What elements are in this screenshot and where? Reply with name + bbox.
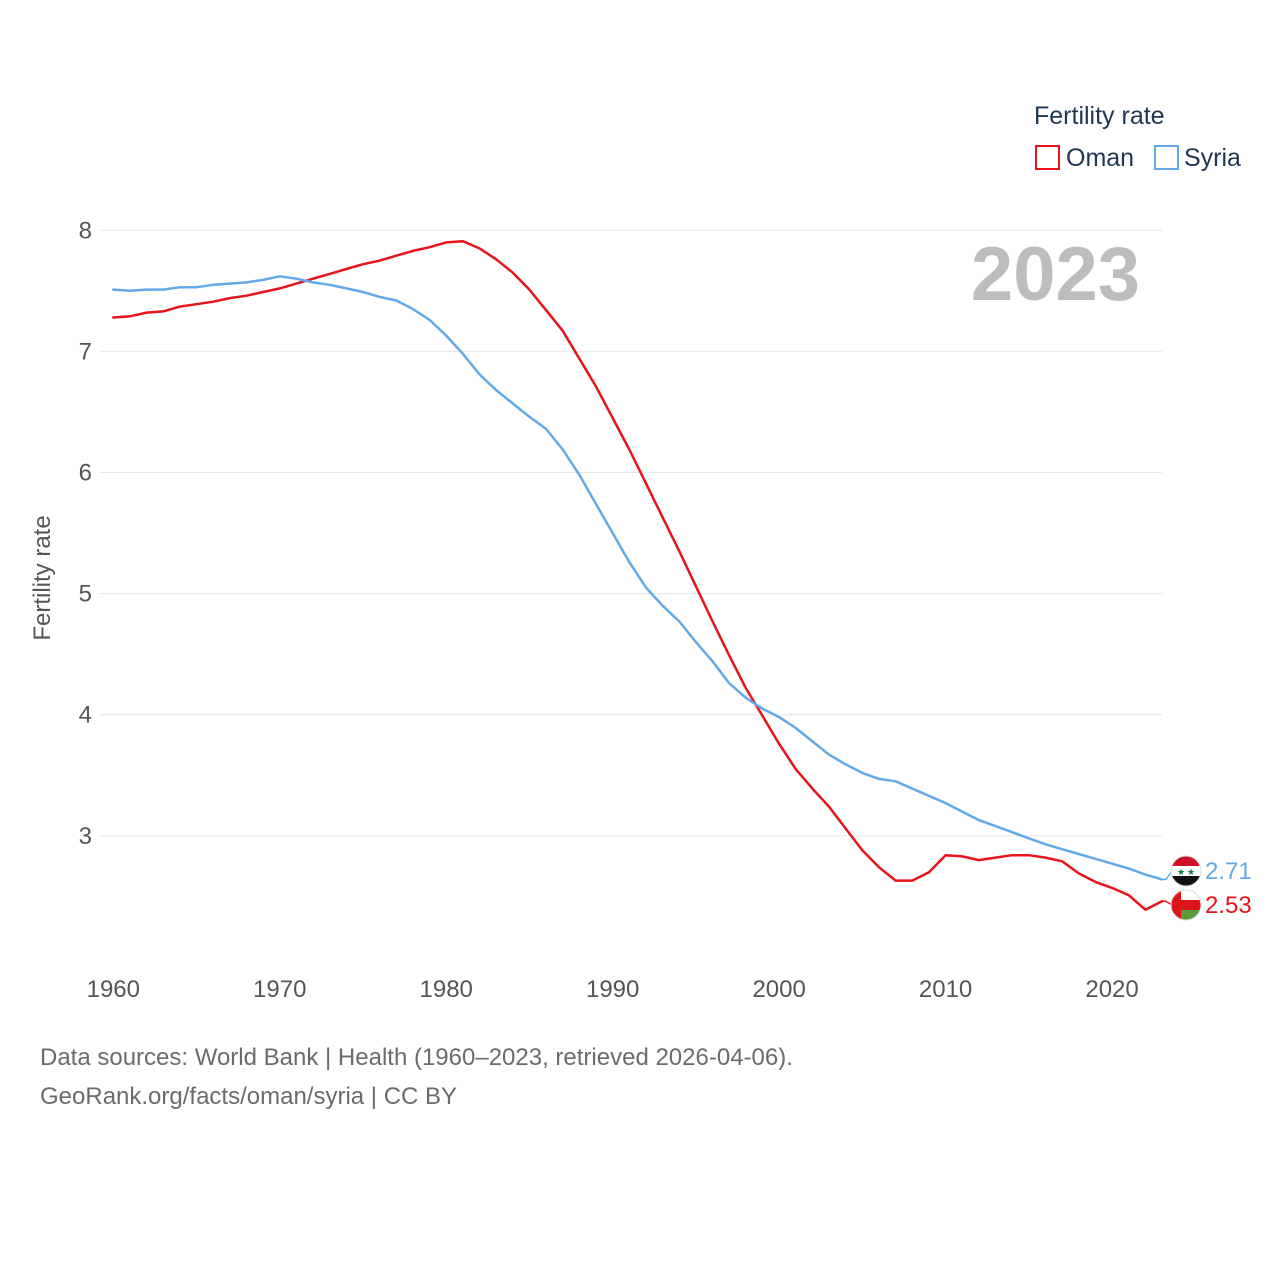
legend-swatch-oman: [1035, 145, 1060, 170]
x-tick-label-2010: 2010: [919, 976, 972, 1003]
y-tick-label-8: 8: [79, 217, 92, 244]
svg-text:★: ★: [1177, 868, 1185, 878]
oman-flag-icon: [1171, 890, 1201, 920]
y-axis-ticks: 3 4 5 6 7 8: [79, 217, 92, 850]
y-tick-label-7: 7: [79, 338, 92, 365]
series-lines: [112, 239, 1164, 911]
x-tick-label-1960: 1960: [87, 976, 140, 1003]
y-tick-label-3: 3: [79, 823, 92, 850]
x-tick-label-2020: 2020: [1085, 976, 1138, 1003]
syria-flag-icon: ★ ★: [1171, 856, 1201, 886]
end-labels: 2.53★ ★ 2.71: [1162, 855, 1252, 921]
flag-border-syria: [1170, 855, 1202, 887]
x-axis-ticks: 1960 1970 1980 1990 2000 2010 2020: [87, 976, 1139, 1003]
x-tick-label-2000: 2000: [752, 976, 805, 1003]
year-label: 2023: [971, 232, 1140, 317]
flag-border-oman: [1170, 889, 1202, 921]
y-tick-label-6: 6: [79, 460, 92, 487]
footer-sources: Data sources: World Bank | Health (1960–…: [40, 1044, 793, 1071]
y-tick-label-4: 4: [79, 702, 92, 729]
legend: Fertility rate Oman Syria: [1034, 102, 1241, 172]
legend-label-oman: Oman: [1066, 144, 1134, 172]
end-connector-syria: [1162, 870, 1173, 881]
y-axis-title: Fertility rate: [29, 515, 56, 640]
series-line-syria[interactable]: [112, 275, 1164, 881]
legend-title: Fertility rate: [1034, 102, 1165, 130]
x-tick-label-1990: 1990: [586, 976, 639, 1003]
svg-text:★: ★: [1187, 868, 1195, 878]
legend-swatch-syria: [1154, 145, 1179, 170]
end-value-oman: 2.53: [1205, 892, 1252, 919]
y-tick-label-5: 5: [79, 581, 92, 608]
end-value-syria: 2.71: [1205, 858, 1252, 885]
series-line-oman[interactable]: [112, 239, 1164, 911]
grid-lines: [100, 229, 1162, 837]
legend-item-oman[interactable]: Oman: [1035, 144, 1134, 172]
legend-label-syria: Syria: [1184, 144, 1241, 172]
x-tick-label-1970: 1970: [253, 976, 306, 1003]
x-tick-label-1980: 1980: [420, 976, 473, 1003]
end-connector-oman: [1162, 900, 1173, 906]
legend-item-syria[interactable]: Syria: [1154, 144, 1241, 172]
footer-attribution[interactable]: GeoRank.org/facts/oman/syria | CC BY: [40, 1083, 458, 1110]
